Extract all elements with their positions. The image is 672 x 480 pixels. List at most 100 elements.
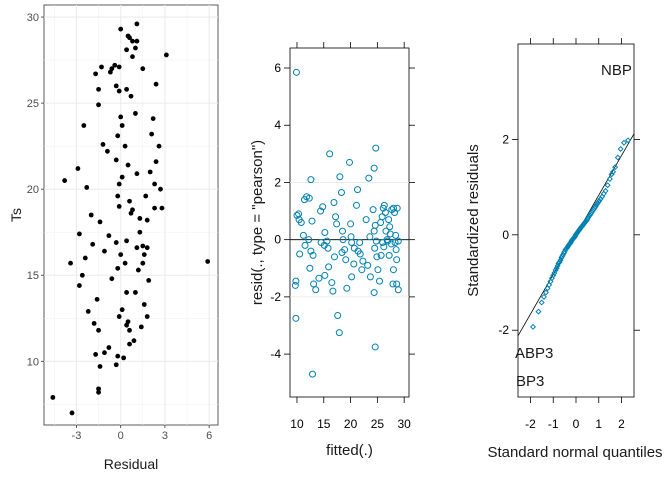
data-point — [356, 250, 364, 258]
data-point — [323, 237, 331, 245]
data-point — [380, 243, 388, 251]
data-point — [385, 216, 393, 224]
data-point — [84, 185, 90, 190]
data-point — [372, 237, 380, 245]
data-point — [97, 364, 103, 369]
data-point — [109, 276, 115, 282]
data-point — [610, 168, 617, 175]
y-tick-label: 2 — [502, 132, 509, 146]
data-point — [100, 142, 106, 147]
y-axis-title: resid(., type = "pearson") — [249, 140, 266, 305]
data-point — [307, 176, 315, 184]
data-point — [319, 203, 327, 211]
data-point — [309, 370, 317, 378]
data-point — [393, 256, 401, 264]
x-tick-label: 10 — [290, 417, 304, 431]
data-point — [365, 174, 373, 182]
data-point — [102, 248, 107, 254]
y-tick-label: 10 — [27, 356, 39, 368]
data-point — [69, 410, 75, 416]
data-point — [134, 245, 140, 251]
data-point — [149, 131, 155, 137]
data-point — [321, 271, 329, 279]
x-tick-label: -1 — [548, 417, 559, 431]
outlier-label: ABP3 — [515, 345, 553, 362]
data-point — [308, 217, 316, 225]
outlier-label: BP3 — [516, 373, 544, 390]
data-point — [324, 244, 332, 252]
x-axis-title: Standard normal quantiles — [487, 444, 662, 461]
ts-vs-residual-panel: -3 0 3 6 10 15 20 25 30 Residual Ts — [8, 4, 219, 472]
outlier-label: NBP — [601, 62, 632, 79]
data-point — [76, 231, 82, 237]
data-point — [75, 166, 81, 171]
y-tick-label: -2 — [498, 323, 509, 337]
data-point — [106, 233, 112, 239]
data-point — [119, 174, 125, 180]
data-point — [127, 35, 132, 41]
data-point — [144, 314, 150, 319]
data-point — [376, 277, 384, 285]
data-point — [128, 93, 134, 99]
data-point — [156, 143, 162, 149]
data-point — [82, 255, 88, 261]
data-point — [369, 206, 377, 214]
data-point — [592, 203, 599, 210]
plot-panel — [517, 43, 635, 398]
data-point — [125, 162, 131, 168]
data-point — [342, 256, 350, 264]
data-point — [292, 68, 300, 76]
data-point — [141, 302, 147, 307]
x-tick-label: 25 — [371, 417, 385, 431]
data-point — [76, 283, 82, 288]
data-point — [389, 204, 397, 212]
y-axis-title: Standardized residuals — [465, 144, 482, 297]
data-point — [366, 273, 374, 281]
data-point — [97, 219, 103, 225]
data-point — [606, 175, 613, 183]
y-tick-label: -2 — [270, 290, 281, 304]
data-point — [312, 286, 320, 294]
data-point — [385, 251, 393, 259]
data-point — [555, 260, 562, 267]
data-point — [371, 343, 379, 351]
y-tick-label: 30 — [27, 12, 39, 24]
x-tick-label: 20 — [344, 417, 358, 431]
data-point — [393, 204, 401, 212]
data-point — [292, 314, 300, 322]
data-point — [389, 266, 397, 274]
data-point — [116, 64, 122, 70]
data-point — [113, 83, 119, 89]
data-point — [130, 38, 135, 44]
data-point — [296, 250, 304, 258]
data-point — [159, 205, 165, 211]
data-point — [93, 71, 99, 77]
y-tick-label: 0 — [502, 228, 509, 242]
data-point — [317, 207, 325, 215]
data-point — [115, 265, 121, 271]
data-point — [137, 229, 143, 235]
data-point — [540, 293, 547, 300]
y-tick-label: 2 — [274, 175, 281, 189]
data-point — [113, 157, 119, 163]
data-point — [116, 203, 122, 209]
y-tick-label: -4 — [270, 347, 281, 361]
data-point — [130, 54, 135, 60]
data-point — [143, 193, 149, 199]
data-point — [122, 260, 128, 266]
data-point — [356, 239, 364, 247]
data-point — [147, 169, 153, 175]
data-point — [113, 362, 119, 368]
x-tick-label: 6 — [206, 430, 212, 442]
data-point — [107, 69, 113, 75]
x-tick-label: -2 — [525, 417, 536, 431]
data-point — [593, 201, 600, 208]
data-point — [602, 187, 609, 194]
x-tick-label: 0 — [573, 417, 580, 431]
data-point — [88, 212, 94, 218]
data-point — [81, 123, 87, 128]
data-point — [291, 281, 299, 289]
data-point — [125, 319, 131, 325]
data-point — [394, 286, 402, 294]
data-point — [124, 290, 129, 295]
